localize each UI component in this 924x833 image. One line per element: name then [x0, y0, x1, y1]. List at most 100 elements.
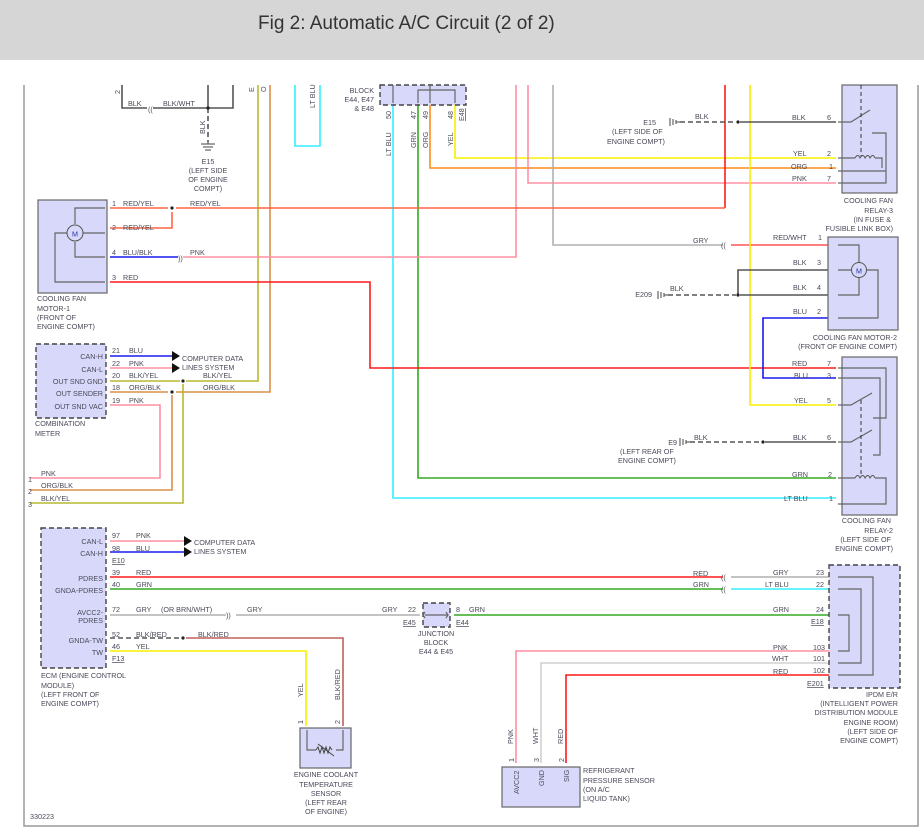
location-text: (LEFT REAR OF	[620, 447, 674, 456]
wire-pnk-meter	[30, 404, 161, 479]
pin-number: 3	[112, 273, 116, 282]
component-label: (FRONT OF	[37, 313, 77, 322]
pin-number: 20	[112, 371, 120, 380]
figure-id: 330223	[30, 812, 54, 821]
wire-label: BLK	[198, 120, 207, 134]
meter-box	[35, 343, 107, 419]
wire-label: PNK	[41, 469, 56, 478]
refrigerant-pressure-sensor: AVCC2 GND SIG PNK WHT RED 1 3 2 REFRIGER…	[501, 727, 655, 808]
wire-label: LT BLU	[308, 84, 317, 108]
wire-label: WHT	[531, 727, 540, 744]
component-label: (LEFT FRONT OF	[41, 690, 100, 699]
wire-label: PNK	[129, 359, 144, 368]
wire-label: PNK	[773, 643, 788, 652]
junction-block-e44-e45: GRY 22 E45 8 GRN E44 JUNCTION BLOCK E44 …	[382, 602, 485, 656]
pin-number: 47	[409, 111, 418, 119]
wire-label: RED	[123, 273, 138, 282]
wire-label: ORG/BLK	[203, 383, 235, 392]
relay-switch-icon	[838, 367, 887, 505]
pin-number: 2	[333, 720, 342, 724]
pin-number: 102	[813, 666, 825, 675]
pin-number: 1	[829, 162, 833, 171]
component-label: ENGINE COMPT)	[37, 322, 95, 331]
component-label: FUSIBLE LINK BOX)	[825, 224, 893, 233]
component-label: IPDM E/R	[866, 690, 898, 699]
wire-label: E	[247, 87, 256, 92]
component-label: COOLING FAN	[844, 196, 893, 205]
cooling-fan-motor-1: M 1 RED/YEL 2 RED/YEL 4 BLU/BLK 3 RED RE…	[37, 199, 221, 331]
connector-id: E201	[807, 679, 824, 688]
location-text: OF ENGINE	[188, 175, 228, 184]
pin-signal: CAN-H	[80, 549, 103, 558]
pin-number: 7	[827, 174, 831, 183]
pin-number: 7	[827, 359, 831, 368]
connector-id: E10	[112, 556, 125, 565]
component-label: COMBINATION	[35, 419, 85, 428]
component-label: BLOCK	[350, 86, 375, 95]
wire-blk-yel	[186, 85, 259, 382]
pin-number: 4	[112, 248, 116, 257]
wire-org-blk-meter	[30, 391, 173, 491]
wire-label: BLU	[129, 346, 143, 355]
wire-label: ORG/BLK	[41, 481, 73, 490]
pin-number: 2	[817, 307, 821, 316]
ecm: CAN-L CAN-H PDRES GNDA-PDRES AVCC2- PDRE…	[40, 527, 263, 708]
pin-number: 97	[112, 531, 120, 540]
pin-number: 2	[827, 149, 831, 158]
wire-label: (OR BRN/WHT)	[161, 605, 212, 614]
wire-label: RED	[136, 568, 151, 577]
thermistor-icon	[315, 743, 335, 757]
wire-grn	[417, 105, 836, 479]
pin-signal: OUT SENDER	[56, 389, 103, 398]
pin-number: 6	[827, 113, 831, 122]
relay-2-box	[841, 356, 898, 516]
wire-pnk	[183, 85, 517, 258]
wire-label: BLK/YEL	[129, 371, 158, 380]
connector-icon: ((	[721, 241, 726, 250]
ipdm-internal	[838, 576, 874, 676]
wire-label: YEL	[794, 396, 808, 405]
wire-yel-relay2	[749, 85, 836, 406]
rps-box	[501, 766, 581, 808]
wire-label: GRY	[136, 605, 152, 614]
connector-icon: ((	[148, 105, 153, 114]
arrow-icon	[184, 536, 192, 557]
wire-label: LT BLU	[784, 494, 808, 503]
cooling-fan-motor-2: M GRY RED/WHT 1 BLK 3 BLK 4 BLU 2 E209 B…	[635, 233, 899, 351]
ground-icon	[201, 142, 215, 151]
component-label: (INTELLIGENT POWER	[820, 699, 898, 708]
component-label: ECM (ENGINE CONTROL	[41, 671, 126, 680]
pin-number: 1	[507, 758, 516, 762]
pin-number: 40	[112, 580, 120, 589]
wire-label: BLK	[670, 284, 684, 293]
wire-yel	[454, 105, 836, 159]
pin-number: 5	[827, 396, 831, 405]
wire-label: YEL	[446, 132, 455, 146]
wire-label: YEL	[793, 149, 807, 158]
pin-number: 2	[828, 470, 832, 479]
wire-label: BLK/WHT	[163, 99, 196, 108]
motor-symbol: M	[856, 267, 862, 276]
connector-id: E44	[456, 618, 469, 627]
pin-number: 22	[112, 359, 120, 368]
cross-reference-label: LINES SYSTEM	[182, 363, 234, 372]
wire-org-blk	[176, 85, 271, 393]
diagram-frame	[23, 85, 919, 827]
pin-number: 1	[296, 720, 305, 724]
component-label: TEMPERATURE	[299, 780, 353, 789]
wire-label: BLK/RED	[333, 669, 342, 700]
pin-number: 39	[112, 568, 120, 577]
connector-id: E45	[403, 618, 416, 627]
component-label: ENGINE COMPT)	[840, 736, 898, 745]
wire-label: LT BLU	[384, 132, 393, 156]
component-label: COOLING FAN MOTOR-2	[813, 333, 897, 342]
connector-id: E48	[457, 108, 466, 121]
component-label: MOTOR-1	[37, 304, 70, 313]
connector-icon: ((	[721, 573, 726, 582]
pin-signal: OUT SND VAC	[55, 402, 103, 411]
pin-number: 18	[112, 383, 120, 392]
wire-label: YEL	[136, 642, 150, 651]
cross-reference-label: COMPUTER DATA	[194, 538, 255, 547]
wire-label: ORG	[421, 131, 430, 148]
